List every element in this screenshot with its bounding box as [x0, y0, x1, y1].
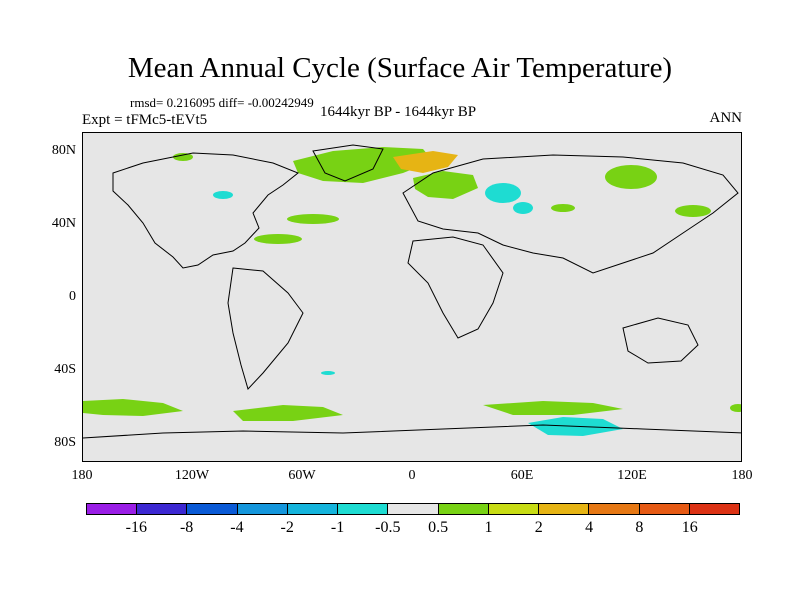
coastlines — [83, 144, 741, 439]
colorbar-label: 16 — [681, 519, 698, 536]
colorbar-segment — [639, 504, 690, 514]
colorbar-label: -16 — [125, 519, 147, 536]
anomaly-warm-regions — [83, 147, 741, 421]
map-canvas — [83, 144, 741, 439]
colorbar-segment — [237, 504, 288, 514]
y-label-0: 0 — [69, 289, 76, 304]
colorbar-segment — [187, 504, 238, 514]
chart-title: Mean Annual Cycle (Surface Air Temperatu… — [127, 52, 673, 84]
colorbar-segment — [438, 504, 489, 514]
y-label-40s: 40S — [54, 362, 76, 377]
colorbar-label: 2 — [534, 519, 543, 536]
colorbar — [86, 503, 740, 515]
stats-text: rmsd= 0.216095 diff= -0.00242949 — [130, 95, 314, 110]
x-label-120w: 120W — [174, 468, 210, 483]
colorbar-segment — [287, 504, 339, 514]
colorbar-segment — [137, 504, 188, 514]
x-label-60e: 60E — [510, 468, 534, 483]
y-label-40n: 40N — [51, 216, 76, 231]
colorbar-segment — [388, 504, 439, 514]
colorbar-label: 1 — [484, 519, 493, 536]
experiment-label: Expt = tFMc5-tEVt5 — [82, 112, 208, 128]
colorbar-label: 0.5 — [428, 519, 449, 536]
x-label-180w: 180 — [71, 468, 93, 483]
colorbar-label: -4 — [230, 519, 244, 536]
x-label-60w: 60W — [288, 468, 316, 483]
colorbar-label: 4 — [585, 519, 594, 536]
x-label-120e: 120E — [617, 468, 647, 483]
colorbar-segment — [338, 504, 389, 514]
y-label-80n: 80N — [51, 143, 76, 158]
colorbar-segment — [488, 504, 540, 514]
colorbar-label: -2 — [280, 519, 294, 536]
world-map — [82, 132, 742, 462]
y-label-80s: 80S — [54, 435, 76, 450]
period-label: 1644kyr BP - 1644kyr BP — [320, 104, 477, 120]
colorbar-label: -0.5 — [375, 519, 401, 536]
colorbar-label: -1 — [330, 519, 345, 536]
colorbar-segment — [689, 504, 740, 514]
colorbar-segment — [87, 504, 138, 514]
x-label-180e: 180 — [731, 468, 753, 483]
colorbar-label: -8 — [179, 519, 194, 536]
colorbar-segment — [589, 504, 640, 514]
colorbar-segment — [539, 504, 590, 514]
x-label-0: 0 — [408, 468, 416, 483]
colorbar-label: 8 — [635, 519, 644, 536]
season-label: ANN — [709, 110, 743, 126]
